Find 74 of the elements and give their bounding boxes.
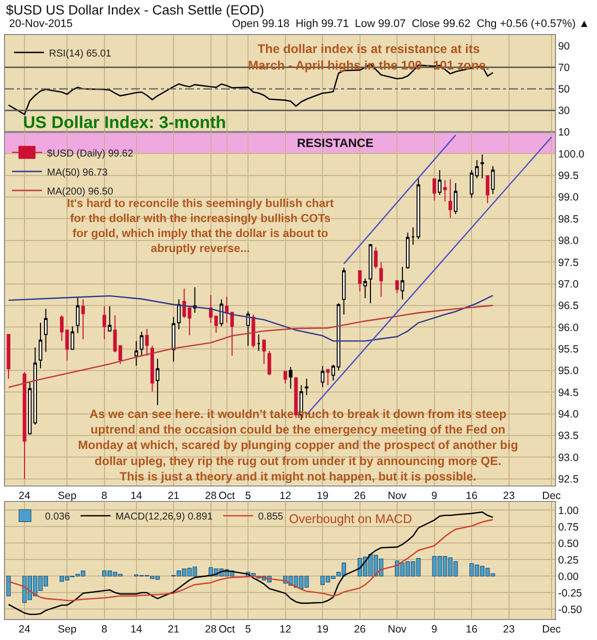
x-tick-label: 23 [503,490,515,502]
x-tick-label: Oct [218,624,236,636]
y-tick-label: 30 [558,105,570,118]
legend-label: $USD (Daily) 99.62 [46,148,134,160]
chart-subtitle: 20-Nov-2015 [9,18,73,30]
legend-label: MACD(12,26,9) 0.891 [115,512,214,523]
legend-label: 0.036 [45,512,70,523]
x-tick-label: 12 [279,490,292,502]
x-tick-label: 26 [354,624,366,636]
y-tick-label: 93.0 [558,452,579,464]
y-tick-label: 90 [558,40,570,52]
y-tick-label: 92.5 [558,474,579,486]
x-tick-label: 5 [245,624,252,636]
legend-label: 0.855 [258,512,284,523]
x-tick-label: Sep [58,490,77,502]
x-tick-label: 21 [168,490,180,502]
y-tick-label: -0.25 [558,587,582,600]
x-tick-label: 16 [466,624,478,636]
x-tick-label: 12 [279,624,292,636]
y-tick-label: 97.5 [558,256,579,269]
x-tick-label: 5 [245,490,252,502]
legend-label: RSI(14) 65.01 [48,48,112,60]
y-tick-label: 95.5 [558,343,579,356]
x-tick-label: 28 [204,624,217,636]
x-tick-label: 19 [316,624,329,636]
legend-label: MA(200) 96.50 [46,186,114,198]
x-tick-label: Sep [58,624,77,636]
x-tick-label: Nov [388,624,408,636]
x-tick-label: 19 [316,490,329,502]
y-tick-label: 96.0 [558,322,579,334]
y-tick-label: 96.5 [558,300,579,312]
y-tick-label: 99.5 [558,170,579,182]
y-tick-label: 1.00 [558,504,579,517]
y-tick-label: 100.0 [558,148,585,160]
annotation: Overbought on MACD [289,512,412,526]
x-tick-label: Nov [388,490,408,502]
x-tick-label: 9 [431,624,438,636]
y-tick-label: 99.0 [558,192,579,204]
y-tick-label: 95.0 [558,365,579,378]
y-tick-label: 98.0 [558,235,579,248]
legend-label: MA(50) 96.73 [46,167,108,178]
y-tick-label: 0.00 [558,570,579,583]
x-tick-label: 24 [18,624,31,636]
band-label: RESISTANCE [297,136,374,150]
annotation: It's hard to reconcile this seemingly bullish chart for the dollar with the increasingly bullish COTs for gold, which imply that the dollar is about to abruptly reverse... [67,198,334,255]
x-tick-label: 26 [354,490,366,502]
y-tick-label: 0.75 [558,521,579,534]
y-tick-label: 94.0 [558,408,579,421]
x-tick-label: Dec [542,490,561,502]
x-tick-label: Dec [542,624,561,636]
annotation: US Dollar Index: 3-month [23,113,226,132]
y-tick-label: 50 [558,84,570,96]
x-tick-label: Oct [218,490,236,502]
y-tick-label: -0.50 [558,604,582,616]
y-tick-label: 98.5 [558,213,579,226]
chart-title: $USD US Dollar Index - Cash Settle (EOD) [6,2,264,18]
x-tick-label: 8 [101,490,108,502]
y-tick-label: 97.0 [558,278,579,290]
y-tick-label: 70 [558,62,570,74]
x-tick-label: 14 [130,490,142,502]
x-tick-label: 9 [431,490,438,502]
x-tick-label: 21 [168,624,180,636]
text: Open 99.18 High 99.71 Low 99.07 Close 99.62 Chg +0.56 (+0.57%) ▲ [232,18,590,30]
y-tick-label: 94.5 [558,386,579,399]
y-tick-label: 0.50 [558,538,579,550]
y-tick-label: 93.5 [558,430,579,442]
x-tick-label: 28 [204,490,217,502]
x-tick-label: 14 [130,624,142,636]
x-tick-label: 8 [101,624,108,636]
y-tick-label: 10 [558,126,570,139]
x-tick-label: 23 [503,624,515,636]
x-tick-label: 24 [18,490,31,502]
y-tick-label: 0.25 [558,554,579,566]
x-tick-label: 16 [466,490,478,502]
